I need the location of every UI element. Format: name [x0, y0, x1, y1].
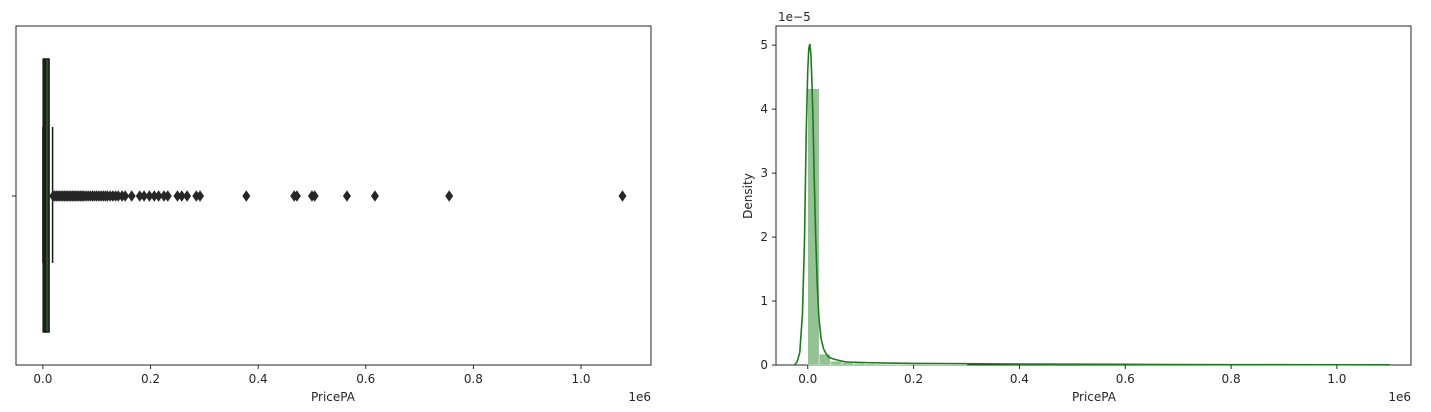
- boxplot-outlier: [242, 190, 251, 202]
- histogram-bar: [898, 364, 911, 366]
- histogram-y-ticks: 0 1 2 3 4 5: [760, 38, 776, 372]
- boxplot-outlier: [140, 190, 149, 202]
- boxplot-outlier: [342, 190, 351, 202]
- boxplot-outlier: [154, 190, 163, 202]
- boxplot-x-tick-label: 0.2: [141, 372, 160, 386]
- histogram-bar: [853, 363, 865, 366]
- boxplot-x-ticks: 0.0 0.2 0.4 0.6 0.8 1.0: [33, 365, 591, 386]
- histogram-bar: [887, 364, 899, 366]
- boxplot-x-tick-label: 1.0: [571, 372, 590, 386]
- boxplot-x-tick-label: 0.6: [356, 372, 375, 386]
- histogram-y-tick-label: 4: [760, 102, 768, 116]
- histogram-bar: [830, 360, 843, 366]
- histogram-x-label: PricePA: [1072, 390, 1117, 404]
- boxplot-x-tick-label: 0.8: [464, 372, 483, 386]
- histogram-bar: [864, 363, 877, 366]
- histogram-bar: [875, 363, 888, 366]
- histogram-x-tick-label: 0.0: [798, 372, 817, 386]
- histogram-y-tick-label: 3: [760, 166, 768, 180]
- boxplot-box: [42, 58, 50, 333]
- kde-curve: [793, 43, 1390, 366]
- histogram-y-tick-label: 5: [760, 38, 768, 52]
- boxplot-outliers: [49, 190, 627, 202]
- histogram-bar: [909, 364, 922, 366]
- boxplot-outlier: [127, 190, 136, 202]
- boxplot-outlier: [292, 190, 301, 202]
- histogram-y-tick-label: 2: [760, 230, 768, 244]
- histogram-x-tick-label: 0.2: [904, 372, 923, 386]
- boxplot-outlier: [183, 190, 192, 202]
- boxplot-x-label: PricePA: [311, 390, 356, 404]
- boxplot-outlier: [618, 190, 627, 202]
- boxplot-outlier: [121, 190, 130, 202]
- boxplot-outlier: [177, 190, 186, 202]
- histogram-x-tick-label: 0.6: [1116, 372, 1135, 386]
- histogram-x-ticks: 0.0 0.2 0.4 0.6 0.8 1.0: [798, 365, 1346, 386]
- histogram-x-tick-label: 0.4: [1010, 372, 1029, 386]
- boxplot-outlier: [163, 190, 172, 202]
- boxplot-outlier: [310, 190, 319, 202]
- boxplot-panel: 0.0 0.2 0.4 0.6 0.8 1.0 PricePA 1e6: [12, 25, 652, 404]
- boxplot-outlier: [445, 190, 454, 202]
- boxplot-outlier: [370, 190, 379, 202]
- histogram-y-offset-text: 1e−5: [778, 10, 811, 24]
- histogram-bar: [841, 362, 854, 366]
- boxplot-x-tick-label: 0.4: [249, 372, 268, 386]
- histogram-x-offset-text: 1e6: [1388, 390, 1411, 404]
- boxplot-outlier: [196, 190, 205, 202]
- histogram-y-tick-label: 0: [760, 358, 768, 372]
- histogram-x-tick-label: 1.0: [1327, 372, 1346, 386]
- histogram-panel: 0.0 0.2 0.4 0.6 0.8 1.0 0 1 2 3 4 5 PricePA Densit…: [741, 10, 1412, 404]
- histogram-bar: [818, 353, 831, 366]
- histogram-bar: [921, 364, 934, 366]
- histogram-axes-frame: [775, 25, 1412, 366]
- histogram-x-tick-label: 0.8: [1222, 372, 1241, 386]
- histogram-bar: [807, 88, 820, 366]
- histogram-y-label: Density: [741, 173, 755, 219]
- boxplot-x-offset-text: 1e6: [628, 390, 651, 404]
- boxplot-x-tick-label: 0.0: [33, 372, 52, 386]
- histogram-y-tick-label: 1: [760, 294, 768, 308]
